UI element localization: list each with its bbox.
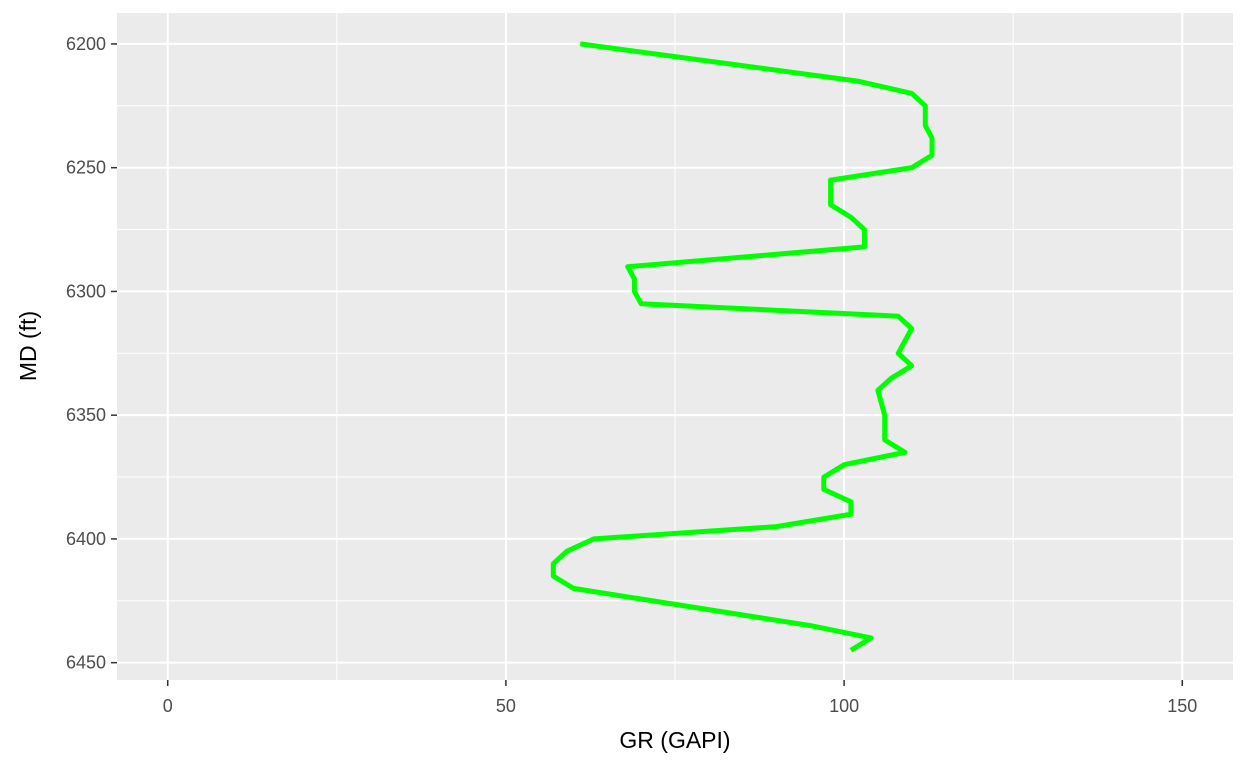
x-tick-label: 150 <box>1167 696 1197 716</box>
x-tick-label: 50 <box>496 696 516 716</box>
y-tick-label: 6400 <box>66 529 106 549</box>
y-axis-title: MD (ft) <box>15 311 41 381</box>
y-tick-label: 6450 <box>66 653 106 673</box>
x-axis-ticks: 0 50 100 150 <box>163 680 1197 716</box>
x-tick-label: 100 <box>829 696 859 716</box>
y-tick-label: 6300 <box>66 281 106 301</box>
minor-grid <box>117 13 1233 680</box>
y-tick-label: 6200 <box>66 34 106 54</box>
y-tick-label: 6350 <box>66 405 106 425</box>
y-axis-ticks: 6200 6250 6300 6350 6400 6450 <box>66 34 117 673</box>
x-axis-title: GR (GAPI) <box>619 727 730 753</box>
major-grid <box>117 13 1233 680</box>
x-tick-label: 0 <box>163 696 173 716</box>
y-tick-label: 6250 <box>66 158 106 178</box>
gr-series-line <box>550 41 935 653</box>
